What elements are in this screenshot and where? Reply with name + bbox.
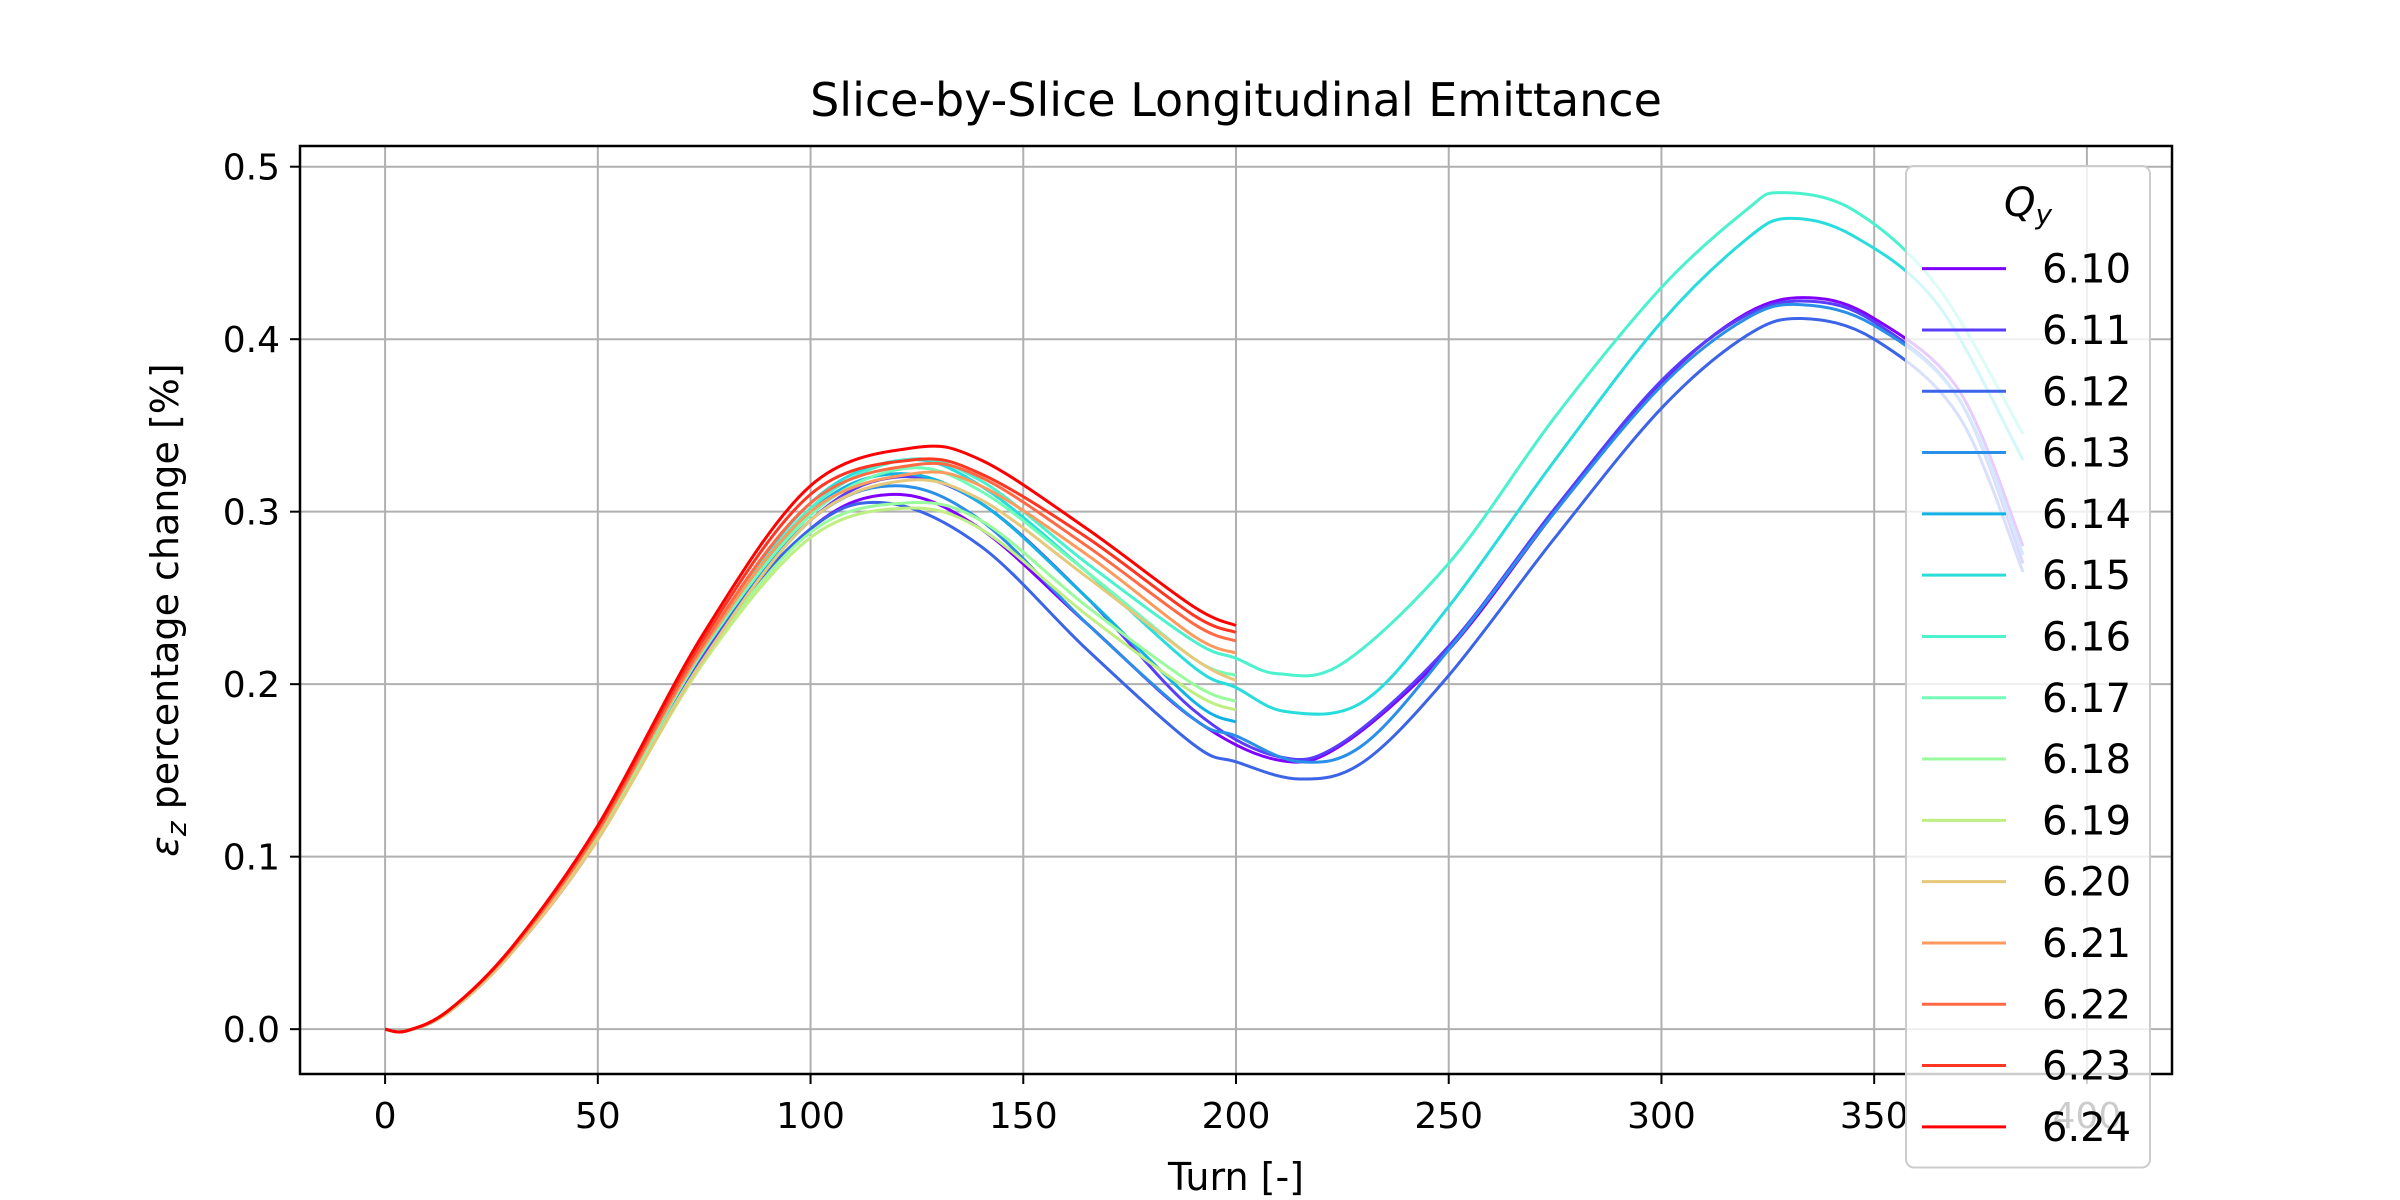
y-axis-label-subscript: z: [160, 820, 193, 837]
legend-label: 6.12: [2042, 369, 2131, 415]
x-axis-label: Turn [-]: [1167, 1155, 1304, 1199]
legend: Qy 6.106.116.126.136.146.156.166.176.186…: [1905, 165, 2151, 1169]
legend-item: 6.14: [1922, 492, 2131, 538]
legend-label: 6.18: [2042, 737, 2131, 783]
legend-label: 6.13: [2042, 431, 2131, 477]
grid: [300, 146, 2172, 1074]
y-axis-ticks: 0.0 0.1 0.2 0.3 0.4 0.5: [223, 148, 300, 1051]
x-tick-label: 50: [575, 1096, 621, 1137]
x-tick-label: 300: [1627, 1096, 1696, 1137]
legend-item: 6.12: [1922, 369, 2131, 415]
x-axis-ticks: 050100150200250300350400: [374, 1074, 2121, 1137]
chart-title: Slice-by-Slice Longitudinal Emittance: [810, 73, 1662, 127]
x-tick-label: 150: [989, 1096, 1058, 1137]
legend-box: [1905, 165, 2151, 1169]
series-line-6.13: [384, 302, 2025, 1034]
x-tick-label: 350: [1840, 1096, 1909, 1137]
series-line-6.15: [384, 216, 2025, 1034]
legend-label: 6.17: [2042, 676, 2131, 722]
x-tick-label: 200: [1202, 1096, 1271, 1137]
y-tick-label: 0.0: [223, 1010, 280, 1051]
y-axis-label: εz percentage change [%]: [143, 363, 193, 856]
legend-item: 6.15: [1922, 553, 2131, 599]
x-tick-label: 100: [776, 1096, 845, 1137]
legend-title: Qy: [2004, 180, 2052, 231]
legend-item: 6.23: [1922, 1044, 2131, 1090]
legend-item: 6.22: [1922, 982, 2131, 1028]
legend-item: 6.10: [1922, 247, 2131, 293]
legend-title-symbol: Q: [2004, 180, 2035, 226]
x-tick-label: 0: [374, 1096, 397, 1137]
y-tick-label: 0.4: [223, 320, 280, 361]
legend-item: 6.18: [1922, 737, 2131, 783]
y-tick-label: 0.3: [223, 493, 280, 534]
legend-item: 6.24: [1922, 1105, 2131, 1151]
legend-item: 6.17: [1922, 676, 2131, 722]
legend-item: 6.13: [1922, 431, 2131, 477]
series-line-6.20: [384, 478, 1237, 1034]
legend-label: 6.14: [2042, 492, 2131, 538]
legend-label: 6.23: [2042, 1044, 2131, 1090]
legend-label: 6.15: [2042, 553, 2131, 599]
legend-label: 6.24: [2042, 1105, 2131, 1151]
legend-label: 6.11: [2042, 308, 2131, 354]
y-axis-label-text: percentage change [%]: [143, 363, 187, 821]
legend-item: 6.21: [1922, 921, 2131, 967]
series-line-6.24: [384, 444, 1237, 1034]
legend-item: 6.20: [1922, 860, 2131, 906]
y-tick-label: 0.1: [223, 838, 280, 879]
legend-label: 6.10: [2042, 247, 2131, 293]
y-tick-label: 0.5: [223, 148, 280, 189]
legend-label: 6.19: [2042, 798, 2131, 844]
legend-label: 6.20: [2042, 860, 2131, 906]
y-tick-label: 0.2: [223, 665, 280, 706]
legend-label: 6.21: [2042, 921, 2131, 967]
legend-item: 6.11: [1922, 308, 2131, 354]
legend-item: 6.19: [1922, 798, 2131, 844]
legend-item: 6.16: [1922, 614, 2131, 660]
legend-items: 6.10 6.11 6.12 6.13 6.14 6.15 6.16 6.17 6.18 6.19…: [1922, 247, 2131, 1151]
legend-label: 6.22: [2042, 982, 2131, 1028]
legend-label: 6.16: [2042, 614, 2131, 660]
legend-title-subscript: y: [2034, 198, 2052, 231]
x-tick-label: 250: [1414, 1096, 1483, 1137]
y-axis-label-symbol: ε: [143, 836, 187, 857]
plot-lines: [384, 191, 2025, 1034]
